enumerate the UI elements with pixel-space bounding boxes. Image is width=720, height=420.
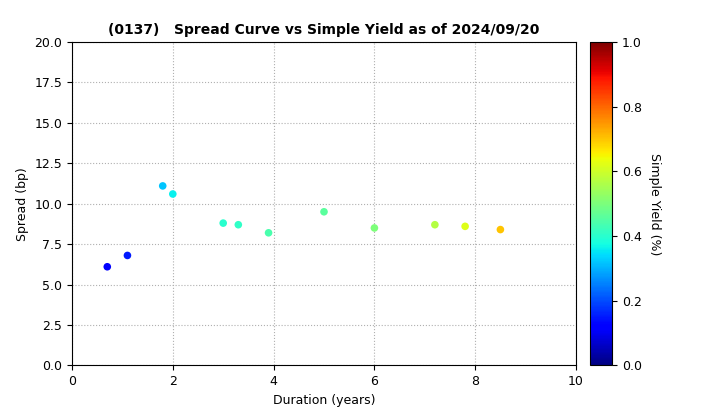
Point <box>263 229 274 236</box>
Title: (0137)   Spread Curve vs Simple Yield as of 2024/09/20: (0137) Spread Curve vs Simple Yield as o… <box>108 23 540 37</box>
Point <box>102 263 113 270</box>
Point <box>233 221 244 228</box>
Point <box>122 252 133 259</box>
Point <box>429 221 441 228</box>
Point <box>217 220 229 226</box>
Point <box>369 225 380 231</box>
Point <box>459 223 471 230</box>
Point <box>318 208 330 215</box>
Y-axis label: Spread (bp): Spread (bp) <box>16 167 29 241</box>
Point <box>495 226 506 233</box>
Y-axis label: Simple Yield (%): Simple Yield (%) <box>648 152 661 255</box>
X-axis label: Duration (years): Duration (years) <box>273 394 375 407</box>
Point <box>167 191 179 197</box>
Point <box>157 183 168 189</box>
